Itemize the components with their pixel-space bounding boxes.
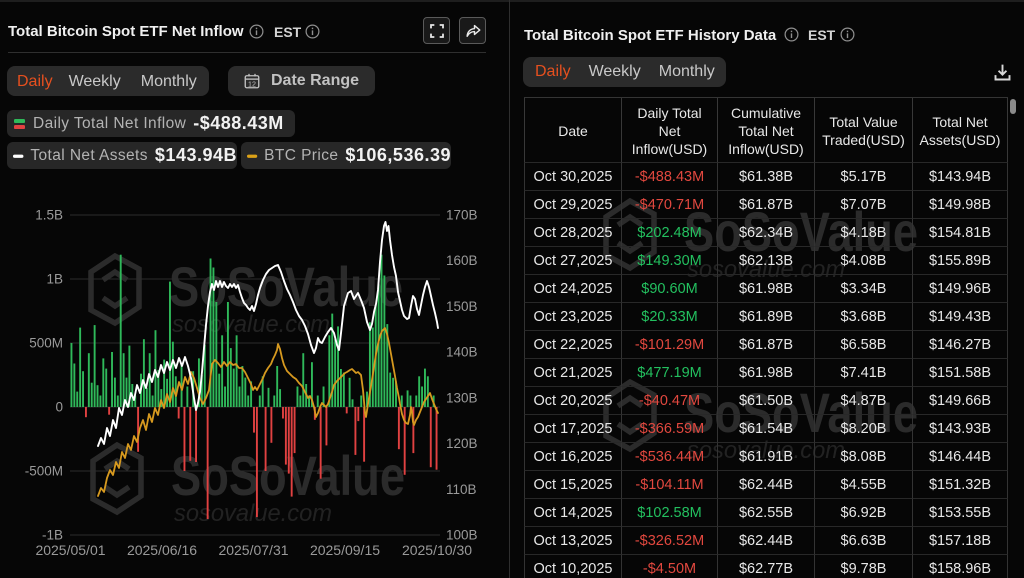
svg-text:sosovalue.com: sosovalue.com [687,437,845,464]
svg-text:100B: 100B [446,527,478,542]
svg-text:150B: 150B [446,299,478,314]
svg-text:2025/05/01: 2025/05/01 [35,542,105,558]
svg-text:12: 12 [248,80,256,88]
svg-text:2025/06/16: 2025/06/16 [127,542,197,558]
svg-text:sosovalue.com: sosovalue.com [687,256,845,283]
svg-text:SoSoValue: SoSoValue [684,381,918,444]
svg-text:110B: 110B [446,482,477,497]
svg-text:140B: 140B [446,345,478,360]
svg-text:1B: 1B [46,272,63,287]
svg-text:2025/09/15: 2025/09/15 [310,542,380,558]
svg-text:120B: 120B [446,436,478,451]
svg-text:-1B: -1B [42,528,63,543]
svg-text:130B: 130B [446,390,478,405]
svg-text:500M: 500M [29,336,63,351]
svg-text:160B: 160B [446,253,478,268]
svg-text:2025/10/30: 2025/10/30 [402,542,472,558]
svg-text:0: 0 [55,400,63,415]
svg-text:-500M: -500M [25,464,63,479]
svg-text:170B: 170B [446,208,478,223]
svg-text:1.5B: 1.5B [35,208,63,223]
svg-text:2025/07/31: 2025/07/31 [218,542,288,558]
svg-text:sosovalue.com: sosovalue.com [174,500,332,527]
svg-text:SoSoValue: SoSoValue [684,200,918,263]
